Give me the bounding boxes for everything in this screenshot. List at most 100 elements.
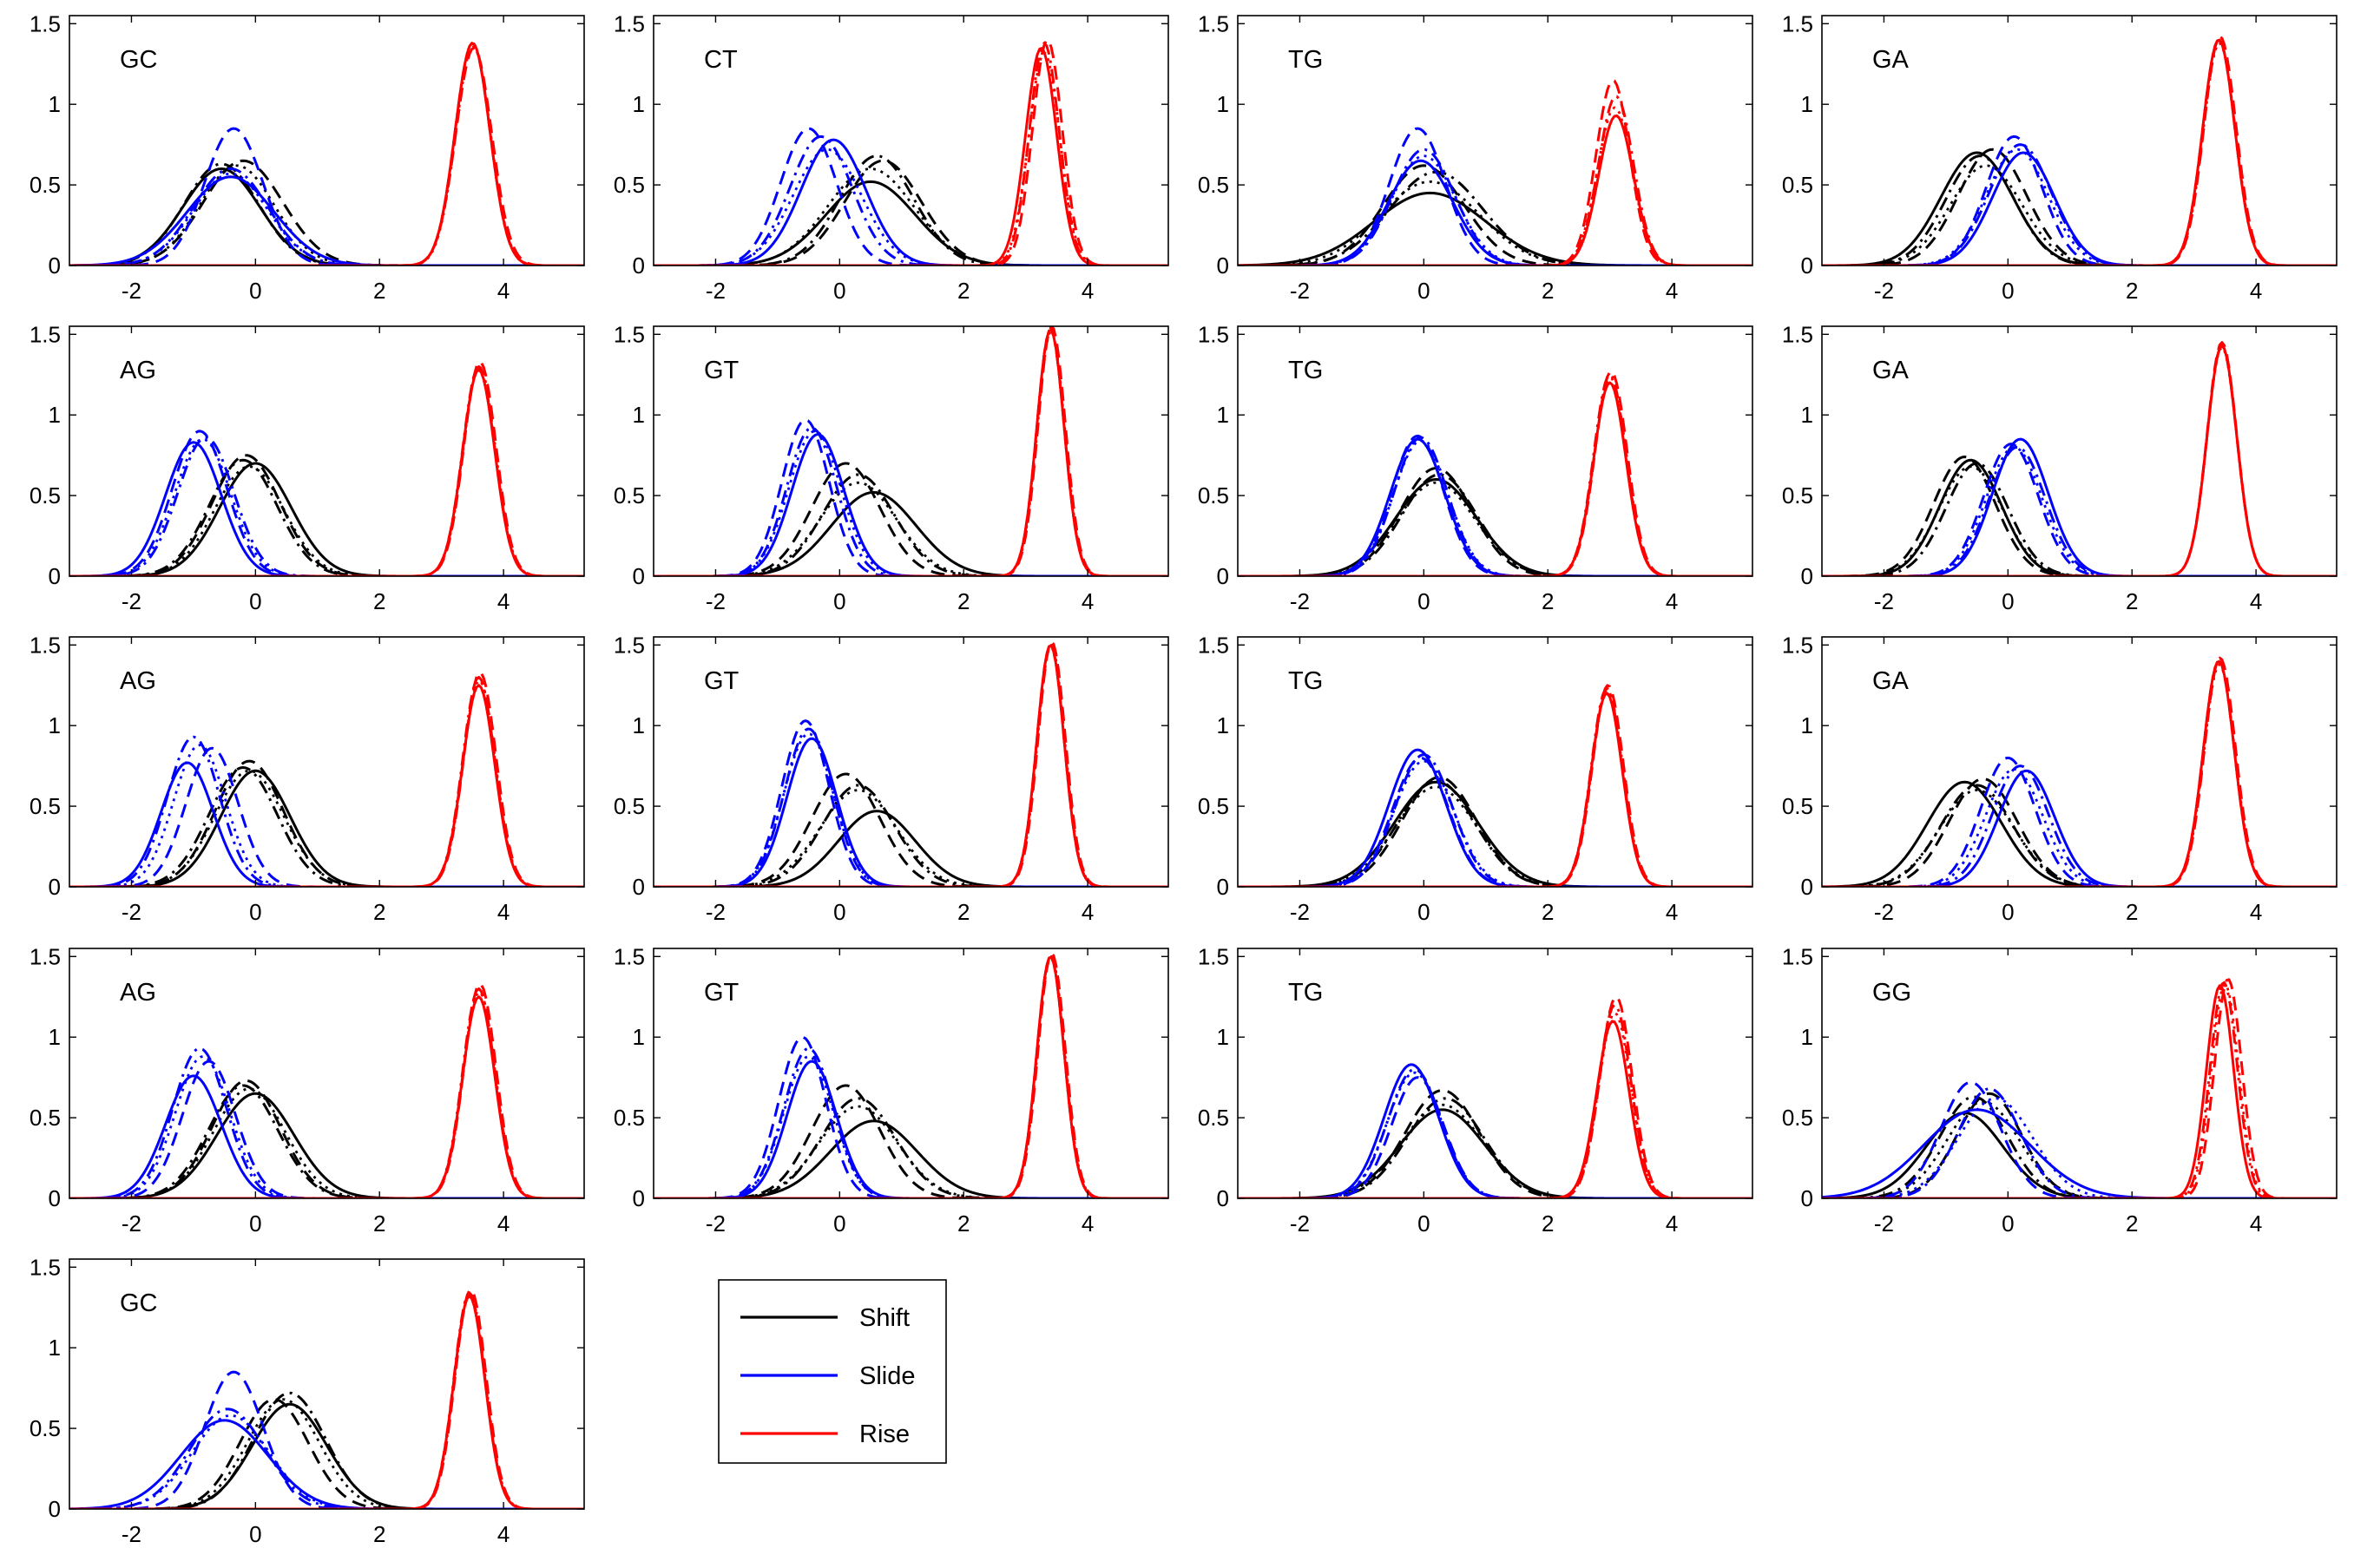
x-tick-label: 0 [1417,588,1430,614]
panel-frame [69,948,585,1199]
curve-slide-dashed [69,746,584,887]
curve-slide-dash-dot [1822,445,2337,576]
x-tick-label: 4 [497,1210,510,1237]
curve-slide-dash-dot [1822,764,2337,887]
x-tick-label: 2 [1542,588,1554,614]
x-tick-label: 2 [2126,588,2138,614]
y-tick-label: 0.5 [30,172,61,198]
x-tick-label: 4 [2250,278,2262,304]
curve-slide-dashed [69,127,584,266]
curve-shift-solid [654,810,1168,887]
panel-label: GA [1872,46,1910,74]
curve-slide-dotted [654,430,1168,576]
x-tick-label: 2 [2126,899,2138,925]
panel-curves [1238,995,1752,1198]
curve-rise-dash-dot [654,42,1168,266]
y-tick-label: 0.5 [30,793,61,819]
curve-shift-dash-dot [1822,154,2337,266]
panel-curves [1238,370,1752,576]
curve-shift-dashed [69,454,584,576]
panel-16: -2 0 2 4 0 0.5 1 1.5 GG [1782,943,2338,1237]
curve-slide-dotted [1822,148,2337,266]
x-tick-label: 2 [373,899,385,925]
curve-shift-dash-dot [1238,473,1752,576]
curve-rise-dashed [1238,995,1752,1198]
curve-shift-dash-dot [654,473,1168,576]
x-tick-label: 2 [2126,278,2138,304]
y-tick-label: 0.5 [1198,1105,1229,1131]
y-tick-label: 0 [633,253,645,279]
curve-shift-dotted [1238,785,1752,887]
x-tick-label: 4 [497,1521,510,1547]
y-tick-label: 1 [633,91,645,117]
x-tick-label: 0 [1417,278,1430,304]
x-tick-label: -2 [706,1210,726,1237]
y-tick-label: 1 [1217,91,1229,117]
y-tick-label: 1 [633,402,645,428]
x-tick-label: 2 [957,278,970,304]
curve-rise-dash-dot [1822,38,2337,266]
panel-label: AG [120,979,156,1007]
y-tick-label: 0.5 [1782,172,1813,198]
x-tick-label: -2 [122,1210,141,1237]
y-tick-label: 0.5 [614,1105,645,1131]
curve-slide-solid [69,1419,584,1509]
curve-shift-dotted [1238,1103,1752,1198]
curve-shift-dashed [1238,1089,1752,1198]
curve-slide-dashed [654,719,1168,887]
curve-slide-dotted [69,1055,584,1198]
curve-shift-dash-dot [1822,1095,2337,1198]
x-tick-label: 4 [1082,1210,1094,1237]
curve-rise-dash-dot [654,955,1168,1198]
y-tick-label: 1.5 [614,321,645,347]
curve-shift-dashed [69,759,584,887]
curve-shift-dotted [1822,164,2337,266]
panel-7: -2 0 2 4 0 0.5 1 1.5 TG [1198,321,1753,614]
y-tick-label: 0 [1801,1185,1813,1211]
y-tick-label: 1 [1801,91,1813,117]
panel-6: -2 0 2 4 0 0.5 1 1.5 GT [614,321,1169,614]
curve-slide-dotted [69,744,584,887]
curve-shift-dash-dot [1822,462,2337,576]
curve-shift-dash-dot [69,458,584,576]
x-tick-label: -2 [1290,278,1310,304]
y-tick-label: 1 [49,712,61,738]
x-tick-label: 0 [833,899,845,925]
y-tick-label: 1.5 [614,632,645,658]
x-tick-label: 4 [1082,588,1094,614]
x-tick-label: 0 [1417,1210,1430,1237]
x-tick-label: 4 [2250,1210,2262,1237]
curve-rise-solid [1238,692,1752,887]
panel-label: TG [1288,979,1323,1007]
x-tick-label: 0 [2002,899,2014,925]
y-tick-label: 0 [1217,253,1229,279]
curve-rise-dotted [654,643,1168,887]
curve-slide-dotted [654,148,1168,266]
y-tick-label: 1 [1801,402,1813,428]
curve-shift-solid [1238,478,1752,576]
panel-label: GC [120,1289,158,1317]
panel-curves [1238,684,1752,887]
x-tick-label: 4 [1082,899,1094,925]
curve-shift-dotted [654,1105,1168,1198]
curve-shift-dash-dot [1238,1097,1752,1198]
curve-rise-dash-dot [1238,687,1752,887]
y-tick-label: 0 [49,253,61,279]
curve-slide-solid [69,1074,584,1198]
y-tick-label: 0.5 [1198,793,1229,819]
y-tick-label: 0 [49,874,61,900]
curve-slide-dotted [1822,445,2337,576]
curve-slide-dash-dot [1238,1067,1752,1198]
x-tick-label: 4 [497,588,510,614]
curve-shift-dashed [1822,456,2337,576]
x-tick-label: -2 [1874,1210,1894,1237]
x-tick-label: 0 [249,588,261,614]
curve-rise-dotted [1822,982,2337,1198]
y-tick-label: 1.5 [1198,632,1229,658]
panel-label: CT [704,46,738,74]
curve-slide-dotted [1822,1097,2337,1198]
x-tick-label: -2 [122,278,141,304]
y-tick-label: 0 [1801,874,1813,900]
y-tick-label: 1.5 [30,321,61,347]
